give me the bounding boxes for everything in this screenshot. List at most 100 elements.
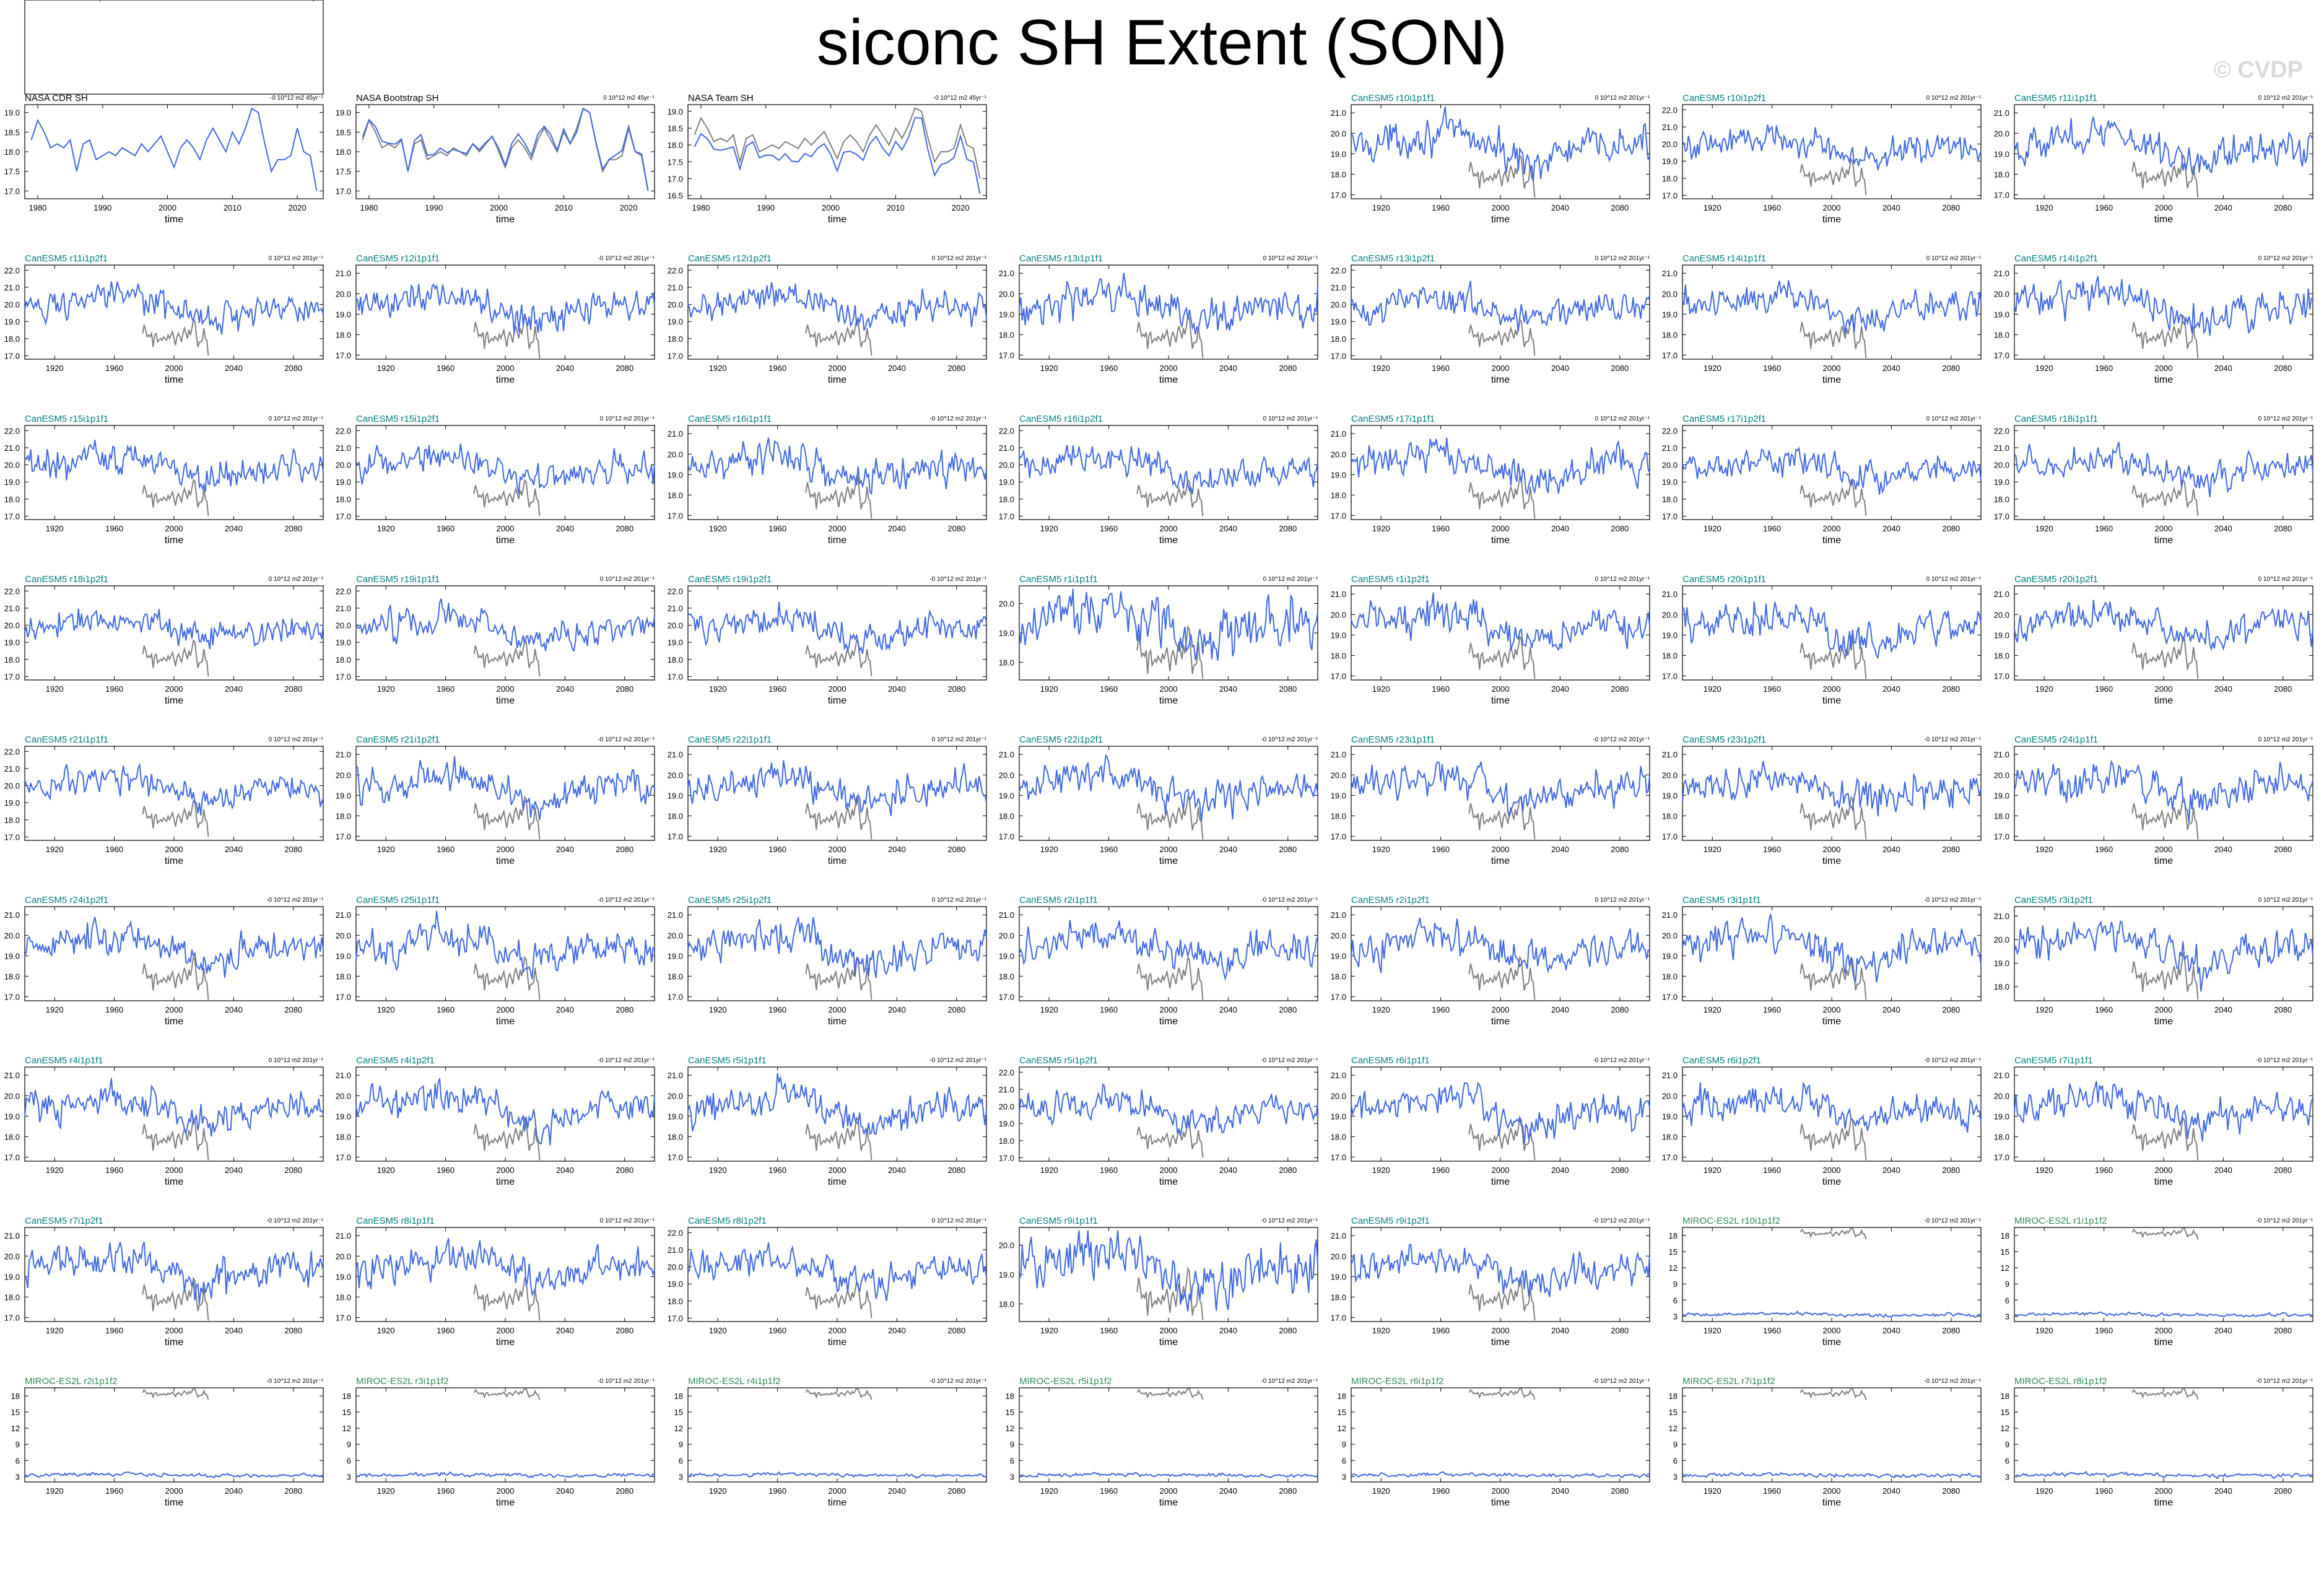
- y-tick-label: 17.0: [336, 672, 351, 681]
- x-tick-label: 1960: [2095, 524, 2113, 533]
- x-tick-label: 1960: [1100, 1005, 1118, 1014]
- y-tick-label: 19.0: [1331, 630, 1346, 640]
- x-tick-label: 2020: [620, 203, 638, 212]
- panel-trend: 0 10^12 m2 201yr⁻¹: [269, 576, 324, 583]
- panel-trend: 0 10^12 m2 201yr⁻¹: [1263, 255, 1318, 262]
- plot-frame: [1351, 906, 1650, 1001]
- plot-frame: [1019, 425, 1318, 520]
- series-line: [1019, 588, 1318, 661]
- y-tick-label: 17.0: [1331, 1153, 1346, 1162]
- series-line: [2014, 920, 2313, 992]
- y-tick-label: 15: [342, 1408, 351, 1417]
- panel-title: CanESM5 r18i1p2f1: [25, 574, 108, 585]
- x-axis-label: time: [496, 856, 515, 866]
- y-tick-label: 21.0: [336, 443, 351, 453]
- x-tick-label: 2040: [225, 0, 243, 2]
- x-tick-label: 1920: [1372, 845, 1390, 854]
- y-tick-label: 22.0: [1662, 105, 1678, 115]
- panel-44: CanESM5 r5i1p1f1 -0 10^12 m2 201yr⁻¹ 17.0 1…: [668, 1055, 987, 1187]
- x-tick-label: 2080: [1611, 364, 1629, 373]
- y-tick-label: 15: [11, 0, 20, 2]
- plot-frame: [1351, 1387, 1650, 1483]
- y-tick-label: 19.0: [999, 477, 1014, 487]
- panel-4: CanESM5 r10i1p1f1 0 10^12 m2 201yr⁻¹ 17.0 1…: [1331, 93, 1650, 225]
- y-tick-label: 18.0: [999, 1300, 1014, 1309]
- x-axis-label: time: [2154, 375, 2173, 385]
- x-tick-label: 1920: [1372, 364, 1390, 373]
- panel-title: CanESM5 r24i1p1f1: [2014, 734, 2098, 745]
- series-line: [2014, 116, 2313, 175]
- y-tick-label: 19.0: [336, 310, 351, 319]
- series-line: [1682, 446, 1982, 495]
- panel-title: MIROC-ES2L r5i1p1f2: [1019, 1376, 1112, 1387]
- y-tick-label: 17.0: [668, 511, 683, 520]
- x-tick-label: 1920: [1372, 203, 1390, 212]
- panel-title: CanESM5 r2i1p1f1: [1019, 895, 1098, 905]
- y-tick-label: 19.0: [1662, 1112, 1678, 1121]
- plot-frame: [24, 0, 324, 95]
- y-tick-label: 18.0: [336, 1292, 351, 1302]
- plot-frame: [2014, 746, 2313, 841]
- x-tick-label: 2040: [888, 1486, 906, 1496]
- panel-title: CanESM5 r7i1p2f1: [25, 1216, 103, 1226]
- y-tick-label: 19.0: [668, 107, 683, 116]
- panel-trend: -0 10^12 m2 201yr⁻¹: [929, 576, 986, 583]
- y-tick-label: 18.0: [668, 972, 683, 981]
- x-tick-label: 1920: [2035, 364, 2053, 373]
- y-tick-label: 6: [2005, 1296, 2009, 1305]
- x-axis-label: time: [1491, 1177, 1510, 1187]
- y-tick-label: 21.0: [4, 443, 20, 453]
- obs-overlay-line: [1800, 956, 1867, 1000]
- y-tick-label: 18.0: [336, 655, 351, 664]
- panel-title: NASA Bootstrap SH: [356, 93, 438, 103]
- x-tick-label: 1920: [377, 684, 395, 694]
- obs-overlay-line: [142, 799, 209, 837]
- x-tick-label: 2000: [2155, 364, 2173, 373]
- x-axis-label: time: [496, 214, 515, 225]
- panel-7: CanESM5 r11i1p2f1 0 10^12 m2 201yr⁻¹ 17.0 1…: [4, 253, 324, 385]
- y-tick-label: 21.0: [1994, 269, 2009, 278]
- y-tick-label: 21.0: [999, 269, 1014, 278]
- y-tick-label: 17.0: [336, 1153, 351, 1162]
- y-tick-label: 19.0: [4, 638, 20, 647]
- y-tick-label: 20.0: [336, 289, 351, 298]
- y-tick-label: 17.0: [1994, 512, 2009, 521]
- panel-trend: 0 10^12 m2 201yr⁻¹: [2258, 897, 2313, 904]
- panel-title: MIROC-ES2L r8i1p1f2: [2014, 1376, 2107, 1387]
- y-tick-label: 20.0: [1331, 1252, 1346, 1261]
- obs-overlay-line: [473, 1387, 541, 1400]
- y-tick-label: 17.0: [1331, 992, 1346, 1001]
- x-tick-label: 2080: [1279, 845, 1297, 854]
- panel-25: CanESM5 r1i1p2f1 0 10^12 m2 201yr⁻¹ 17.0 18…: [1331, 574, 1650, 706]
- obs-overlay-line: [1468, 1276, 1536, 1321]
- panel-title: CanESM5 r11i1p1f1: [2014, 93, 2097, 103]
- y-tick-label: 18: [11, 0, 20, 2]
- x-tick-label: 2080: [2274, 684, 2292, 694]
- obs-overlay-line: [2131, 1387, 2199, 1400]
- x-axis-label: time: [2154, 856, 2173, 866]
- x-tick-label: 2080: [1611, 845, 1629, 854]
- panel-55: MIROC-ES2L r1i1p1f2 -0 10^12 m2 201yr⁻¹ 3 6…: [2001, 1216, 2313, 1348]
- x-tick-label: 1960: [105, 1166, 123, 1175]
- y-tick-label: 20.0: [1994, 770, 2009, 780]
- obs-overlay-line: [1800, 314, 1867, 359]
- y-tick-label: 20.0: [1994, 1091, 2009, 1100]
- y-tick-label: 21.0: [4, 764, 20, 773]
- y-tick-label: 18.0: [999, 1136, 1014, 1146]
- obs-overlay-line: [805, 1280, 873, 1318]
- x-tick-label: 2000: [1160, 684, 1178, 694]
- panel-title: CanESM5 r18i1p1f1: [2014, 414, 2098, 424]
- y-tick-label: 22.0: [4, 426, 20, 435]
- obs-overlay-line: [1468, 154, 1536, 198]
- obs-overlay-line: [473, 478, 541, 516]
- x-axis-label: time: [828, 695, 846, 706]
- x-tick-label: 1960: [105, 364, 123, 373]
- panel-trend: 0 10^12 m2 201yr⁻¹: [1263, 416, 1318, 422]
- x-tick-label: 1920: [377, 1166, 395, 1175]
- panel-19: CanESM5 r17i1p2f1 0 10^12 m2 201yr⁻¹ 17.0 1…: [1662, 414, 1982, 546]
- panel-58: MIROC-ES2L r4i1p1f2 -0 10^12 m2 201yr⁻¹ 3 6…: [674, 1376, 987, 1508]
- y-tick-label: 20.0: [1662, 931, 1678, 940]
- x-tick-label: 1920: [709, 1005, 727, 1014]
- y-tick-label: 20.0: [4, 461, 20, 470]
- x-tick-label: 2000: [165, 0, 183, 2]
